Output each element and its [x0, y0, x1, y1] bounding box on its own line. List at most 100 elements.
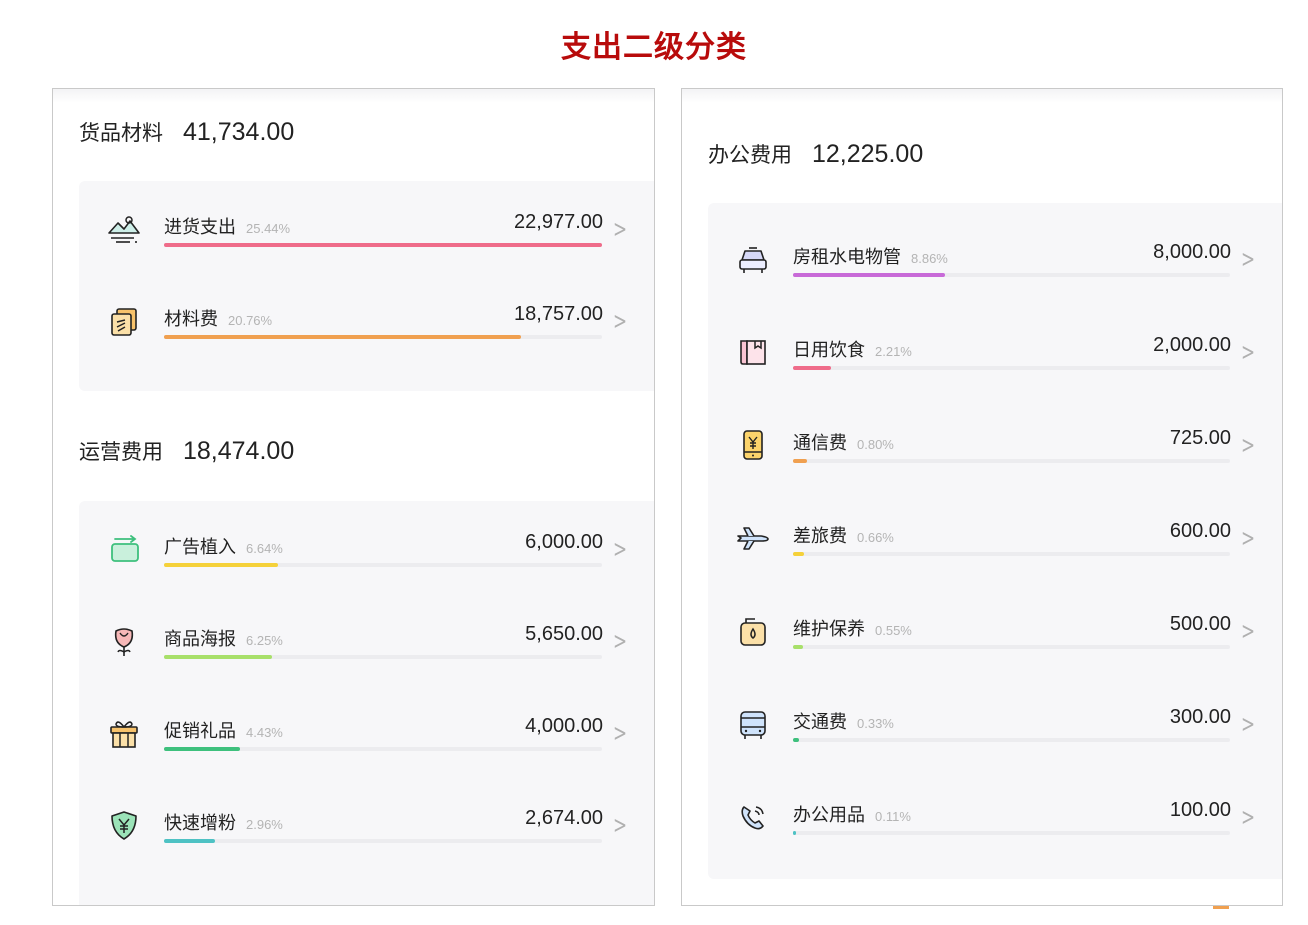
list-item[interactable]: 进货支出 25.44% 22,977.00 > [79, 171, 654, 263]
left-panel: 货品材料 41,734.00 进货支出 25.44% 22,977.00 > 材料… [52, 88, 655, 906]
item-amount: 5,650.00 [525, 623, 603, 645]
list-item[interactable]: 通信费 0.80% 725.00 > [708, 389, 1282, 481]
panel-top-shadow [53, 89, 654, 103]
item-percent: 4.43% [246, 725, 283, 740]
item-label: 材料费 [164, 309, 218, 330]
item-amount: 6,000.00 [525, 531, 603, 553]
category-header-office: 办公费用 12,225.00 [708, 139, 923, 169]
item-percent: 0.11% [875, 809, 911, 824]
item-label: 快速增粉 [164, 813, 236, 834]
progress-track [793, 273, 1230, 277]
list-item[interactable]: 差旅费 0.66% 600.00 > [708, 482, 1282, 574]
category-card-office: 房租水电物管 8.86% 8,000.00 > 日用饮食 2.21% 2,000.0… [708, 203, 1282, 879]
item-amount: 600.00 [1169, 520, 1231, 542]
item-amount: 8,000.00 [1153, 241, 1231, 263]
category-total: 18,474.00 [183, 437, 295, 465]
chevron-right-icon: > [612, 627, 627, 655]
item-percent: 0.55% [875, 623, 912, 638]
list-item[interactable]: 维护保养 0.55% 500.00 > [708, 575, 1282, 667]
item-amount: 4,000.00 [525, 715, 603, 737]
item-label: 通信费 [793, 433, 847, 454]
progress-track [164, 243, 602, 247]
oil-can-icon [735, 613, 771, 649]
progress-track [793, 366, 1230, 370]
right-panel: 办公费用 12,225.00 房租水电物管 8.86% 8,000.00 > 日用… [681, 88, 1283, 906]
item-amount: 18,757.00 [514, 303, 603, 325]
chevron-right-icon: > [612, 719, 627, 747]
item-amount: 300.00 [1169, 706, 1231, 728]
page-title: 支出二级分类 [561, 30, 747, 65]
item-percent: 0.33% [857, 716, 894, 731]
list-item[interactable]: 办公用品 0.11% 100.00 > [708, 761, 1282, 853]
progress-track [164, 655, 602, 659]
progress-track [793, 831, 1230, 835]
chevron-right-icon: > [612, 215, 627, 243]
category-name: 货品材料 [79, 121, 163, 145]
chevron-right-icon: > [612, 535, 627, 563]
progress-fill [793, 645, 803, 649]
progress-track [164, 839, 602, 843]
item-amount: 500.00 [1169, 613, 1231, 635]
item-label: 广告植入 [164, 537, 236, 558]
category-total: 41,734.00 [183, 118, 295, 146]
item-label: 房租水电物管 [793, 247, 901, 268]
progress-track [793, 552, 1230, 556]
list-item[interactable]: 交通费 0.33% 300.00 > [708, 668, 1282, 760]
item-percent: 25.44% [246, 221, 291, 236]
item-amount: 100.00 [1169, 799, 1231, 821]
chevron-right-icon: > [1240, 431, 1255, 459]
list-item[interactable]: 房租水电物管 8.86% 8,000.00 > [708, 203, 1282, 295]
list-item[interactable]: 促销礼品 4.43% 4,000.00 > [79, 675, 654, 767]
item-label: 交通费 [793, 712, 847, 733]
chevron-right-icon: > [612, 811, 627, 839]
item-amount: 22,977.00 [514, 211, 603, 233]
progress-track [164, 335, 602, 339]
progress-fill [793, 273, 946, 277]
list-item[interactable]: 商品海报 6.25% 5,650.00 > [79, 583, 654, 675]
category-card-goods: 进货支出 25.44% 22,977.00 > 材料费 20.76% 18,757.… [79, 181, 654, 391]
chevron-right-icon: > [612, 307, 627, 335]
gift-icon [106, 715, 142, 751]
chevron-right-icon: > [1240, 524, 1255, 552]
shield-yen-icon [106, 807, 142, 843]
progress-track [793, 645, 1230, 649]
car-icon [735, 241, 771, 277]
airplane-icon [735, 520, 771, 556]
list-item[interactable]: 材料费 20.76% 18,757.00 > [79, 263, 654, 355]
list-item[interactable]: 快速增粉 2.96% 2,674.00 > [79, 767, 654, 859]
chevron-right-icon: > [1240, 803, 1255, 831]
item-percent: 6.25% [246, 633, 283, 648]
item-label: 差旅费 [793, 526, 847, 547]
progress-fill [164, 563, 279, 567]
category-header-goods: 货品材料 41,734.00 [79, 117, 294, 147]
list-item[interactable]: 广告植入 6.64% 6,000.00 > [79, 491, 654, 583]
chevron-right-icon: > [1240, 710, 1255, 738]
list-item[interactable]: 日用饮食 2.21% 2,000.00 > [708, 296, 1282, 388]
category-total: 12,225.00 [812, 140, 924, 168]
chevron-right-icon: > [1240, 338, 1255, 366]
item-amount: 2,674.00 [525, 807, 603, 829]
category-card-operations: 广告植入 6.64% 6,000.00 > 商品海报 6.25% 5,650.00 … [79, 501, 654, 905]
item-label: 商品海报 [164, 629, 236, 650]
item-percent: 0.66% [857, 530, 894, 545]
item-amount: 725.00 [1169, 427, 1231, 449]
item-label: 维护保养 [793, 619, 865, 640]
category-header-operations: 运营费用 18,474.00 [79, 436, 294, 466]
progress-track [164, 563, 602, 567]
progress-track [793, 459, 1230, 463]
item-percent: 8.86% [911, 251, 948, 266]
progress-fill [793, 831, 796, 835]
progress-track [164, 747, 602, 751]
progress-fill [793, 738, 799, 742]
item-label: 日用饮食 [793, 340, 865, 361]
chevron-right-icon: > [1240, 617, 1255, 645]
category-name: 运营费用 [79, 440, 163, 464]
item-percent: 2.96% [246, 817, 283, 832]
telephone-icon [735, 799, 771, 835]
next-item-progress-stub [1213, 906, 1229, 909]
book-icon [735, 334, 771, 370]
progress-fill [793, 459, 807, 463]
progress-fill [793, 552, 805, 556]
item-label: 进货支出 [164, 217, 236, 238]
progress-fill [164, 335, 522, 339]
